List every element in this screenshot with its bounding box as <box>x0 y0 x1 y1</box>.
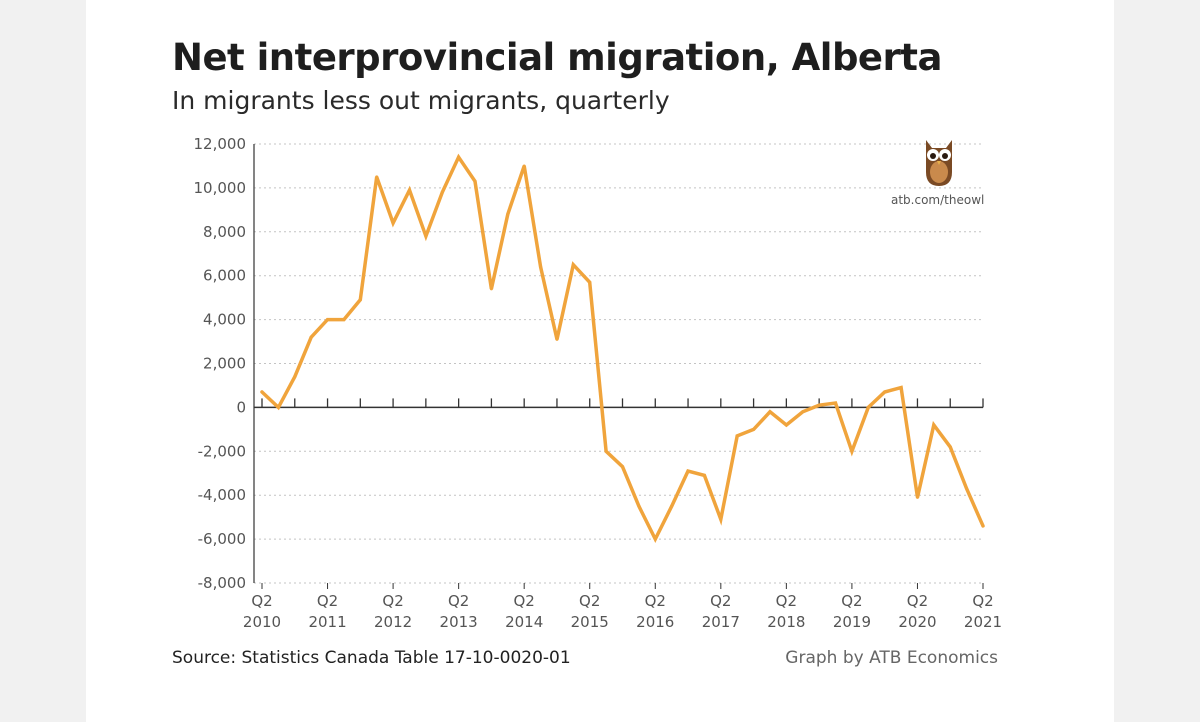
x-tick-label-year: 2015 <box>571 613 609 631</box>
y-tick-label: 2,000 <box>203 355 246 373</box>
data-point <box>424 235 427 238</box>
x-tick-label-year: 2011 <box>308 613 346 631</box>
data-point <box>736 434 739 437</box>
x-tick-label-quarter: Q2 <box>317 592 338 610</box>
x-tick-label-year: 2013 <box>440 613 478 631</box>
data-point <box>310 336 313 339</box>
y-tick-label: 12,000 <box>194 135 247 153</box>
x-tick-label-year: 2014 <box>505 613 543 631</box>
data-point <box>883 391 886 394</box>
data-point <box>277 406 280 409</box>
x-tick-label-quarter: Q2 <box>382 592 403 610</box>
data-point <box>523 164 526 167</box>
x-tick-label-year: 2010 <box>243 613 281 631</box>
x-tick-label-year: 2019 <box>833 613 871 631</box>
data-point <box>850 450 853 453</box>
y-tick-label: -6,000 <box>198 530 246 548</box>
x-tick-label-year: 2018 <box>767 613 805 631</box>
data-point <box>785 423 788 426</box>
data-point <box>457 156 460 159</box>
x-tick-label-year: 2012 <box>374 613 412 631</box>
y-tick-label: -8,000 <box>198 574 246 592</box>
gridlines <box>254 144 983 583</box>
x-tick-label-quarter: Q2 <box>907 592 928 610</box>
line-chart: 12,000 10,000 8,000 6,000 4,000 2,000 0 -2,000 -… <box>86 0 1114 722</box>
x-tick-label-quarter: Q2 <box>448 592 469 610</box>
series-layer <box>261 156 985 541</box>
data-point <box>982 524 985 527</box>
data-point <box>932 423 935 426</box>
data-point <box>916 496 919 499</box>
data-point <box>654 538 657 541</box>
data-point <box>752 428 755 431</box>
data-point <box>261 391 264 394</box>
chart-card: Net interprovincial migration, Alberta I… <box>86 0 1114 722</box>
x-tick-label-quarter: Q2 <box>645 592 666 610</box>
x-tick-label-quarter: Q2 <box>972 592 993 610</box>
data-point <box>490 287 493 290</box>
x-tick-label-year: 2016 <box>636 613 674 631</box>
graph-credit: Graph by ATB Economics <box>785 648 998 668</box>
data-point <box>621 465 624 468</box>
y-tick-label: 10,000 <box>194 179 247 197</box>
x-tick-label-year: 2021 <box>964 613 1002 631</box>
x-tick-label-quarter: Q2 <box>776 592 797 610</box>
x-tick-label-quarter: Q2 <box>579 592 600 610</box>
logo-url-text: atb.com/theowl <box>891 193 984 207</box>
data-point <box>834 402 837 405</box>
data-point <box>719 518 722 521</box>
x-tick-label-quarter: Q2 <box>514 592 535 610</box>
x-tick-label-quarter: Q2 <box>841 592 862 610</box>
x-tick-label-quarter: Q2 <box>710 592 731 610</box>
data-point <box>637 505 640 508</box>
data-point <box>605 450 608 453</box>
data-point <box>801 410 804 413</box>
data-point <box>326 318 329 321</box>
data-point <box>703 474 706 477</box>
data-point <box>293 375 296 378</box>
source-note: Source: Statistics Canada Table 17-10-00… <box>172 648 571 668</box>
data-point <box>506 213 509 216</box>
data-point <box>867 406 870 409</box>
data-point <box>768 410 771 413</box>
data-point <box>965 487 968 490</box>
data-point <box>900 386 903 389</box>
data-point <box>539 265 542 268</box>
data-point <box>359 298 362 301</box>
data-point <box>375 175 378 178</box>
x-tick-label-quarter: Q2 <box>251 592 272 610</box>
data-point <box>342 318 345 321</box>
data-point <box>949 445 952 448</box>
y-tick-label: -2,000 <box>198 442 246 460</box>
series-line <box>262 157 983 539</box>
data-point <box>441 191 444 194</box>
y-tick-label: 6,000 <box>203 267 246 285</box>
y-tick-label: 8,000 <box>203 223 246 241</box>
x-axis: Q2 2010 Q2 2011 Q2 2012 Q2 2013 Q2 2014 Q2 2015 Q2 20… <box>243 398 1002 631</box>
data-point <box>572 263 575 266</box>
x-tick-label-year: 2017 <box>702 613 740 631</box>
data-point <box>392 222 395 225</box>
data-point <box>555 338 558 341</box>
y-tick-label: -4,000 <box>198 486 246 504</box>
y-tick-label: 0 <box>236 398 246 416</box>
y-axis: 12,000 10,000 8,000 6,000 4,000 2,000 0 -2,000 -… <box>194 135 255 592</box>
y-tick-label: 4,000 <box>203 311 246 329</box>
x-tick-label-year: 2020 <box>898 613 936 631</box>
data-point <box>818 404 821 407</box>
owl-logo-icon <box>922 136 956 193</box>
data-point <box>408 189 411 192</box>
data-point <box>474 180 477 183</box>
data-point <box>687 470 690 473</box>
data-point <box>670 505 673 508</box>
data-point <box>588 281 591 284</box>
